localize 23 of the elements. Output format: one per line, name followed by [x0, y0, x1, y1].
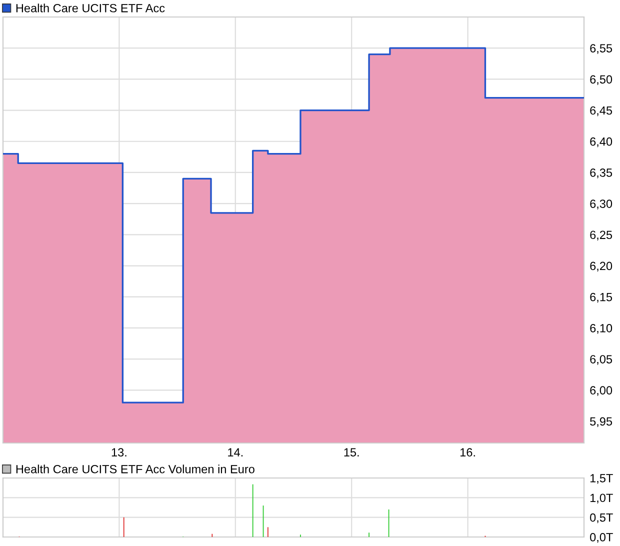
y-tick-label: 1,0T	[590, 494, 613, 504]
y-tick-label: 1,5T	[590, 474, 613, 484]
y-tick-label: 6,25	[590, 230, 612, 240]
y-tick-label: 6,30	[590, 200, 612, 210]
x-tick-label: 15.	[344, 448, 359, 457]
y-tick-label: 6,55	[590, 44, 612, 54]
y-tick-label: 6,05	[590, 355, 612, 365]
y-tick-label: 6,40	[590, 137, 612, 148]
legend-label: Health Care UCITS ETF Acc	[16, 4, 165, 12]
x-tick-label: 13.	[112, 448, 126, 457]
y-tick-label: 5,95	[590, 417, 612, 428]
y-tick-label: 6,10	[590, 324, 612, 334]
y-tick-label: 6,00	[590, 386, 612, 396]
y-tick-label: 6,45	[590, 106, 612, 116]
series-label: Health Care UCITS ETF Acc Volumen in Euro	[16, 464, 254, 474]
y-tick-label: 0,0T	[590, 533, 613, 543]
y-tick-label: 6,50	[590, 75, 612, 85]
y-tick-label: 6,20	[590, 262, 612, 272]
y-tick-label: 6,35	[590, 168, 612, 178]
x-tick-label: 16.	[460, 448, 475, 457]
x-tick-label: 14.	[228, 448, 243, 456]
y-tick-label: 0,5T	[590, 513, 613, 524]
y-tick-label: 6,15	[590, 292, 612, 303]
